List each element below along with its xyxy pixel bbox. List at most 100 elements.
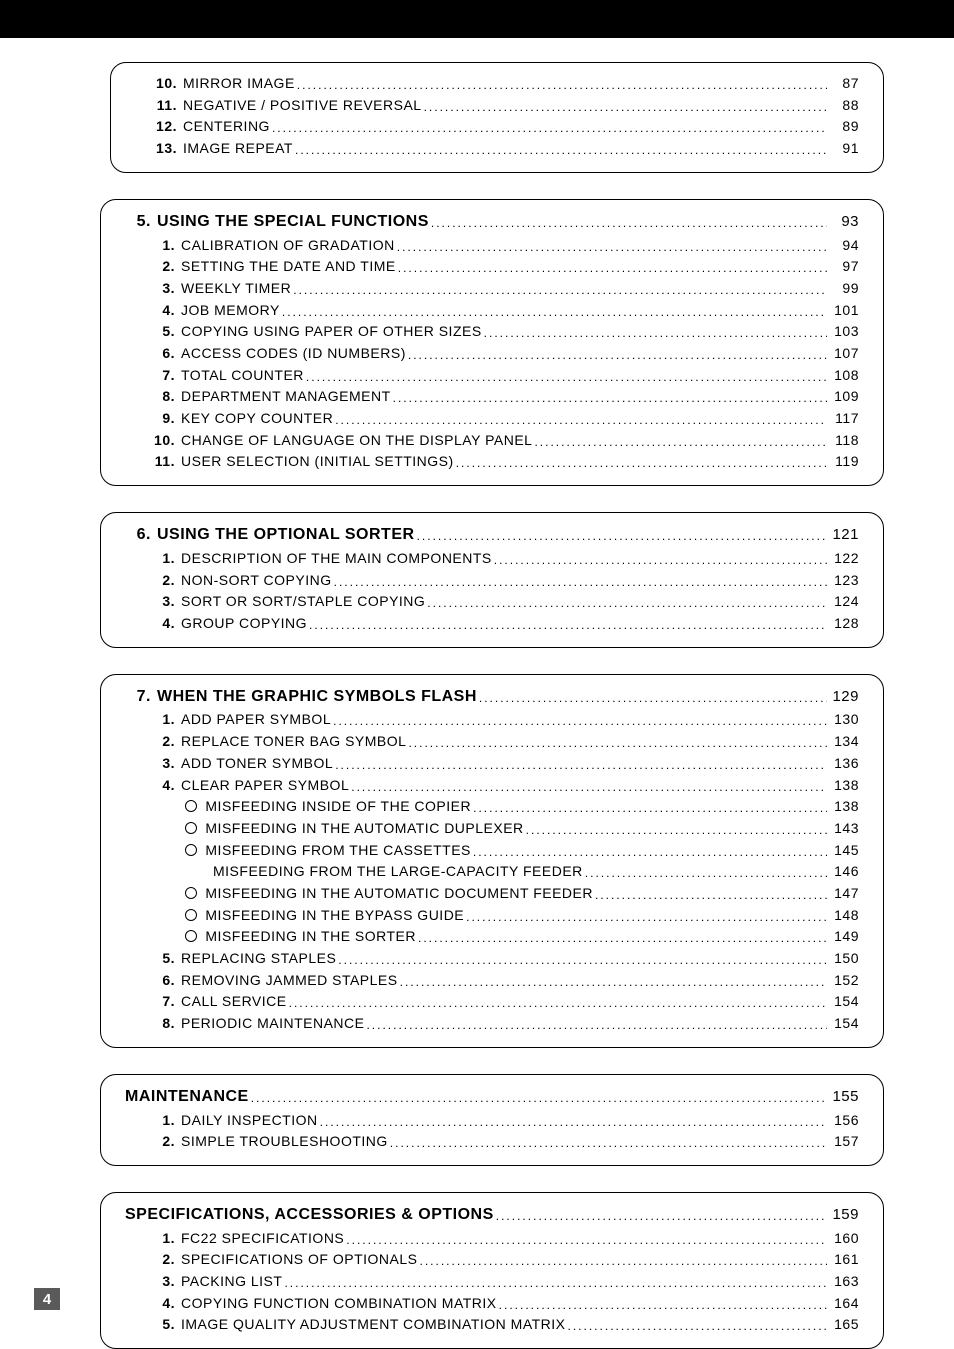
toc-item-label: SPECIFICATIONS OF OPTIONALS [181,1249,418,1271]
toc-item-label: REPLACE TONER BAG SYMBOL [181,731,406,753]
toc-item-page: 163 [827,1271,859,1293]
leader-dots: ........................................… [332,573,827,592]
toc-item-number: 4. [149,613,175,635]
leader-dots: ........................................… [406,346,827,365]
toc-item: 1.DESCRIPTION OF THE MAIN COMPONENTS ...… [125,548,859,570]
toc-heading: MAINTENANCE ............................… [125,1085,859,1110]
leader-dots: ........................................… [331,712,827,731]
toc-item-label: WHEN THE GRAPHIC SYMBOLS FLASH [157,685,477,710]
toc-item: 3.PACKING LIST .........................… [125,1271,859,1293]
toc-item-page: 149 [827,926,859,948]
toc-item: 6.ACCESS CODES (ID NUMBERS) ............… [125,343,859,365]
toc-item-number: 12. [151,116,177,138]
toc-item-page: 117 [827,408,859,430]
toc-item-number: 13. [151,138,177,160]
toc-item: MISFEEDING IN THE AUTOMATIC DUPLEXER ...… [125,818,859,840]
toc-item-page: 130 [827,709,859,731]
toc-item: MISFEEDING IN THE AUTOMATIC DOCUMENT FEE… [125,883,859,905]
toc-item-label: USING THE OPTIONAL SORTER [157,523,415,548]
circle-bullet-icon [185,887,197,899]
toc-item-label: ACCESS CODES (ID NUMBERS) [181,343,406,365]
toc-item-label: SIMPLE TROUBLESHOOTING [181,1131,388,1153]
toc-item-page: 150 [827,948,859,970]
toc-item-page: 94 [827,235,859,257]
toc-section: SPECIFICATIONS, ACCESSORIES & OPTIONS ..… [100,1192,884,1349]
toc-item-label: MIRROR IMAGE [183,73,295,95]
circle-bullet-icon [185,844,197,856]
toc-item-page: 122 [827,548,859,570]
toc-item-number: 9. [149,408,175,430]
toc-item: 6.REMOVING JAMMED STAPLES ..............… [125,970,859,992]
toc-item: 8.PERIODIC MAINTENANCE .................… [125,1013,859,1035]
toc-section: 6.USING THE OPTIONAL SORTER ............… [100,512,884,648]
leader-dots: ........................................… [492,551,827,570]
toc-item: 4.COPYING FUNCTION COMBINATION MATRIX ..… [125,1293,859,1315]
toc-item-number: 6. [125,523,151,548]
toc-item-label: DEPARTMENT MANAGEMENT [181,386,391,408]
toc-section: MAINTENANCE ............................… [100,1074,884,1166]
toc-item-page: 161 [827,1249,859,1271]
leader-dots: ........................................… [532,433,827,452]
toc-item-label: SETTING THE DATE AND TIME [181,256,396,278]
toc-item-number: 11. [151,95,177,117]
leader-dots: ........................................… [464,908,827,927]
page-number: 4 [43,1291,51,1308]
page: 10. MIRROR IMAGE ........................… [0,0,954,1348]
leader-dots: ........................................… [333,411,827,430]
toc-item: 1.ADD PAPER SYMBOL .....................… [125,709,859,731]
toc-item-label: MISFEEDING IN THE BYPASS GUIDE [185,905,464,927]
toc-item: 7.CALL SERVICE .........................… [125,991,859,1013]
circle-bullet-icon [185,800,197,812]
toc-item: MISFEEDING INSIDE OF THE COPIER ........… [125,796,859,818]
toc-item-label: MISFEEDING FROM THE LARGE-CAPACITY FEEDE… [213,861,583,883]
leader-dots: ........................................… [425,594,827,613]
toc-item: 5.REPLACING STAPLES ....................… [125,948,859,970]
toc-item-label: MISFEEDING IN THE SORTER [185,926,416,948]
toc-item-label: NEGATIVE / POSITIVE REVERSAL [183,95,422,117]
leader-dots: ........................................… [333,756,827,775]
toc-item-page: 165 [827,1314,859,1336]
toc-item-label: MISFEEDING IN THE AUTOMATIC DUPLEXER [185,818,524,840]
toc-item-page: 123 [827,570,859,592]
toc-item-number: 5. [149,321,175,343]
toc-item-page: 93 [827,210,859,233]
toc-item-number: 7. [149,991,175,1013]
toc-item-number: 7. [125,685,151,710]
leader-dots: ........................................… [477,689,827,708]
toc-item-number: 1. [149,1228,175,1250]
toc-item-number: 2. [149,731,175,753]
toc-item-number: 7. [149,365,175,387]
toc-section: 5.USING THE SPECIAL FUNCTIONS ..........… [100,199,884,486]
toc-heading: 7.WHEN THE GRAPHIC SYMBOLS FLASH .......… [125,685,859,710]
toc-item: 2.SIMPLE TROUBLESHOOTING ...............… [125,1131,859,1153]
leader-dots: ........................................… [471,843,827,862]
toc-item-label: PACKING LIST [181,1271,282,1293]
toc-item: 5.COPYING USING PAPER OF OTHER SIZES ...… [125,321,859,343]
toc-item: 2.SETTING THE DATE AND TIME ............… [125,256,859,278]
leader-dots: ........................................… [391,389,827,408]
toc-item-label: SPECIFICATIONS, ACCESSORIES & OPTIONS [125,1203,494,1228]
leader-dots: ........................................… [304,368,827,387]
leader-dots: ........................................… [566,1317,827,1336]
toc-item: 2.SPECIFICATIONS OF OPTIONALS ..........… [125,1249,859,1271]
toc-item-label: MISFEEDING INSIDE OF THE COPIER [185,796,471,818]
toc-item: 1.DAILY INSPECTION .....................… [125,1110,859,1132]
toc-item-number: 10. [149,430,175,452]
toc-item-page: 154 [827,1013,859,1035]
toc-item: 4.GROUP COPYING ........................… [125,613,859,635]
leader-dots: ........................................… [280,303,827,322]
toc-item: 5.IMAGE QUALITY ADJUSTMENT COMBINATION M… [125,1314,859,1336]
toc-item-number: 3. [149,753,175,775]
toc-item: 7.TOTAL COUNTER ........................… [125,365,859,387]
toc-item-page: 121 [827,523,859,546]
toc-item-number: 11. [149,451,175,473]
toc-item-label: MISFEEDING IN THE AUTOMATIC DOCUMENT FEE… [185,883,593,905]
toc-item-number: 3. [149,1271,175,1293]
toc-item-label: FC22 SPECIFICATIONS [181,1228,344,1250]
toc-item-label: CENTERING [183,116,270,138]
toc-item-number: 2. [149,1131,175,1153]
toc-item-page: 138 [827,796,859,818]
toc-item: 2.REPLACE TONER BAG SYMBOL .............… [125,731,859,753]
leader-dots: ........................................… [287,994,827,1013]
toc-item: 10.CHANGE OF LANGUAGE ON THE DISPLAY PAN… [125,430,859,452]
